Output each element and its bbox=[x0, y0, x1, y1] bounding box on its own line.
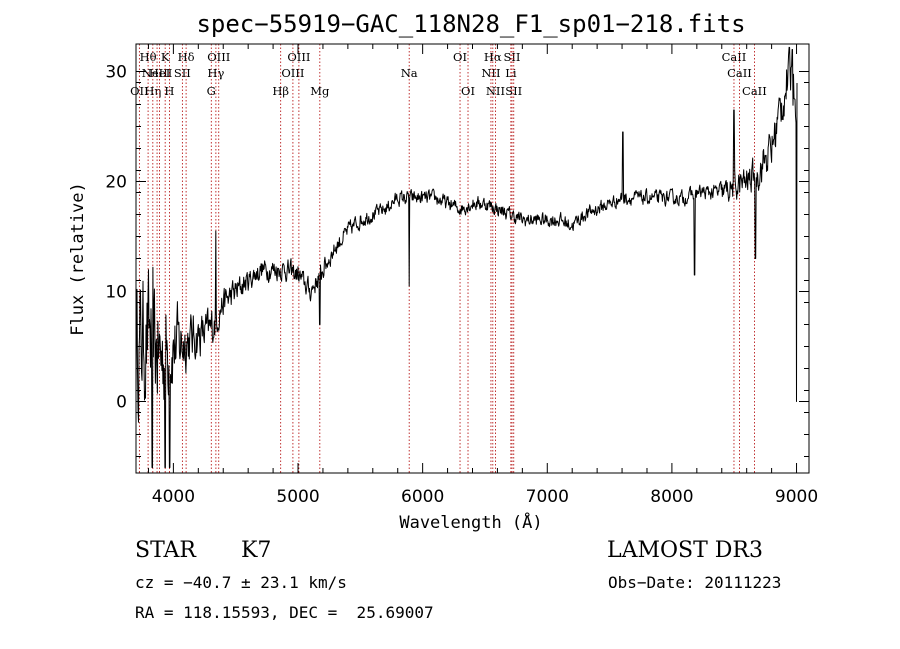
y-tick-label-3: 30 bbox=[105, 63, 127, 83]
spectral-line-label-4: HeI bbox=[149, 66, 170, 80]
spectral-line-label-8: Hδ bbox=[178, 50, 195, 64]
spectral-line-label-18: OI bbox=[461, 84, 475, 98]
x-tick-label-0: 4000 bbox=[152, 487, 195, 507]
x-axis-label: Wavelength (Å) bbox=[399, 511, 542, 533]
y-tick-label-0: 0 bbox=[116, 393, 127, 413]
spectral-line-label-20: Hα bbox=[484, 50, 502, 64]
x-tick-label-2: 6000 bbox=[401, 487, 444, 507]
y-tick-label-1: 10 bbox=[105, 283, 127, 303]
spectral-line-label-26: CaII bbox=[727, 66, 752, 80]
plot-frame bbox=[135, 43, 810, 474]
spectral-line-label-3: NeIII bbox=[142, 66, 173, 80]
y-axis-label: Flux (relative) bbox=[68, 182, 88, 336]
spectral-line-label-16: Na bbox=[401, 66, 418, 80]
redshift-info: cz = −40.7 ± 23.1 km/s bbox=[135, 573, 347, 592]
spectral-line-label-7: SII bbox=[174, 66, 191, 80]
spectral-line-label-9: G bbox=[207, 84, 216, 98]
spectral-line-label-0: OII bbox=[130, 84, 149, 98]
obs-date: Obs−Date: 20111223 bbox=[608, 573, 782, 592]
spectral-line-label-25: CaII bbox=[722, 50, 747, 64]
coordinates: RA = 118.15593, DEC = 25.69007 bbox=[135, 603, 434, 622]
spectral-line-label-6: H bbox=[164, 84, 174, 98]
spectral-line-label-15: Mg bbox=[310, 84, 330, 98]
spectral-line-label-14: OIII bbox=[287, 50, 310, 64]
x-tick-label-1: 5000 bbox=[276, 487, 319, 507]
survey-name: LAMOST DR3 bbox=[607, 538, 763, 563]
spectrum-line bbox=[135, 46, 798, 468]
spectral-line-label-1: Hθ bbox=[140, 50, 157, 64]
spectral-line-label-12: Hβ bbox=[272, 84, 289, 98]
spectral-line-label-13: OIII bbox=[281, 66, 304, 80]
axis-ticks bbox=[136, 44, 809, 473]
spectrum-series bbox=[135, 46, 798, 468]
spectral-line-label-23: SII bbox=[504, 50, 521, 64]
spectral-line-label-19: NII bbox=[481, 66, 500, 80]
spectral-line-label-24: SII bbox=[505, 84, 522, 98]
axis-tick-labels: 4000 5000 6000 7000 8000 9000 0 10 20 30 bbox=[105, 63, 818, 508]
spectral-line-label-22: Li bbox=[505, 66, 517, 80]
spectral-line-markers: OIIHθHηNeIIIHeIKHSIIHδGHγOIIIHβOIIIOIIIM… bbox=[130, 44, 767, 473]
spectral-line-label-17: OI bbox=[453, 50, 467, 64]
x-tick-label-4: 8000 bbox=[650, 487, 693, 507]
spectral-line-label-21: NII bbox=[486, 84, 505, 98]
spectral-line-label-27: CaII bbox=[742, 84, 767, 98]
spectral-line-label-5: K bbox=[161, 50, 170, 64]
chart-title: spec−55919−GAC_118N28_F1_sp01−218.fits bbox=[196, 10, 745, 38]
spectral-line-label-10: Hγ bbox=[207, 66, 224, 80]
x-tick-label-5: 9000 bbox=[775, 487, 818, 507]
object-type: STAR bbox=[135, 538, 196, 563]
spectral-line-label-11: OIII bbox=[207, 50, 230, 64]
x-tick-label-3: 7000 bbox=[526, 487, 569, 507]
subclass: K7 bbox=[241, 538, 272, 563]
y-tick-label-2: 20 bbox=[105, 173, 127, 193]
spectral-line-label-2: Hη bbox=[144, 84, 161, 98]
